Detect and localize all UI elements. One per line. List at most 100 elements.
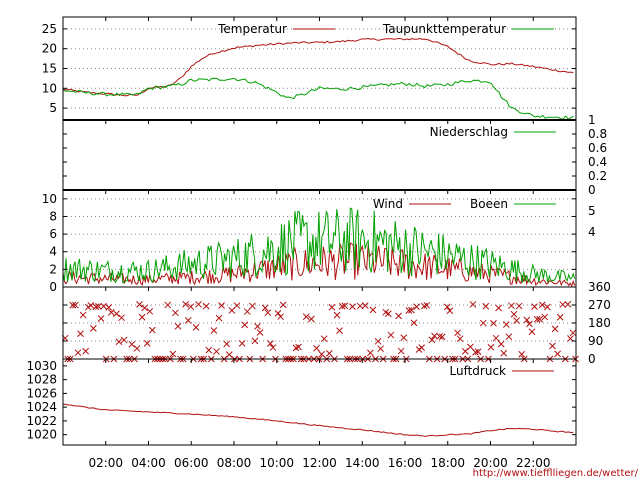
wind-direction-point [264,309,272,317]
wind-direction-point [279,301,287,309]
y-tick-label-right: 4 [588,225,596,239]
y-tick-label: 360 [588,280,611,294]
wind-direction-point [313,344,320,352]
wind-direction-point [515,302,523,310]
wind-direction-point [77,330,84,338]
wind-direction-point [138,313,146,321]
legend-label: Wind [373,197,403,211]
wind-direction-point [551,325,559,333]
series-wind [62,242,576,288]
y-tick-label: 1028 [26,373,57,387]
y-tick-label: 1026 [26,386,57,400]
wind-direction-point [254,323,261,330]
y-tick-label: 0.2 [588,169,607,183]
wind-direction-point [136,301,143,308]
wind-direction-point [146,307,154,315]
wind-direction-point [223,340,231,348]
x-tick-label: 22:00 [516,456,551,470]
wind-direction-point [418,344,426,351]
wind-direction-point [446,307,454,315]
wind-direction-point [120,336,128,344]
wind-direction-point [205,346,213,354]
wind-direction-point [482,302,490,310]
wind-direction-point [423,301,431,309]
wind-direction-point [118,314,125,322]
wind-direction-point [95,303,102,310]
x-tick-label: 12:00 [302,456,337,470]
wind-direction-point [541,313,549,321]
wind-direction-point [528,328,536,336]
wind-direction-point [277,313,284,321]
wind-direction-point [148,326,156,334]
y-tick-label: 1020 [26,428,57,442]
wind-direction-point [174,322,182,330]
wind-direction-point [115,338,123,346]
y-tick-label: 10 [42,81,57,95]
credit-link[interactable]: http://www.tiefflliegen.de/wetter/ [473,468,639,479]
y-tick-label: 1 [588,113,596,127]
wind-direction-point [243,308,251,315]
grid-layer [63,28,576,342]
wind-direction-point [295,343,302,351]
wind-direction-point [172,309,179,317]
y-tick-label: 8 [49,209,57,223]
wind-direction-point [269,344,277,351]
wind-direction-point [349,303,356,310]
wind-direction-point [474,348,482,356]
wind-direction-point [487,343,495,351]
series-taupunkt [62,77,574,120]
wind-direction-point [559,301,567,308]
x-tick-label: 02:00 [88,456,123,470]
wind-direction-point [225,351,233,359]
y-tick-label: 0 [49,280,57,294]
wind-direction-point [502,321,510,328]
x-tick-label: 14:00 [345,456,380,470]
wind-direction-point [320,335,328,343]
wind-direction-point [361,302,369,309]
wind-direction-point [141,304,149,312]
x-tick-label: 18:00 [430,456,465,470]
wind-direction-point [249,302,256,310]
wind-direction-point [569,329,577,337]
wind-direction-point [333,311,341,319]
tick-layer: 51015202500.20.40.60.8102468100901802703… [26,17,611,470]
wind-direction-point [549,342,556,350]
wind-direction-point [469,301,477,308]
wind-direction-point [497,340,505,348]
wind-direction-point [169,350,177,358]
legend-label: Taupunkttemperatur [382,22,506,36]
wind-direction-point [533,315,541,323]
wind-direction-point [164,301,172,309]
wind-direction-point [556,313,564,321]
wind-direction-point [456,335,464,343]
wind-direction-point [182,300,190,308]
wind-direction-point [495,304,502,312]
series-luftdruck [62,403,574,437]
wind-direction-point [218,302,225,309]
wind-direction-point [531,303,538,310]
wind-direction-point [377,345,384,353]
wind-direction-point [256,329,264,336]
wind-direction-point [384,310,392,318]
wind-direction-point [428,336,436,344]
wind-direction-point [133,345,141,352]
wind-direction-point [266,340,274,347]
wind-direction-point [328,303,336,311]
x-tick-label: 16:00 [388,456,423,470]
wind-direction-point [508,302,515,310]
wind-direction-point [74,349,82,357]
wind-direction-point [113,310,120,318]
wind-direction-point [408,306,415,314]
wind-direction-point [338,302,346,310]
wind-direction-point [413,303,420,311]
wind-direction-point [202,302,210,310]
wind-direction-point [195,300,202,308]
wind-direction-point [467,343,474,351]
wind-direction-point [261,304,269,312]
y-tick-label: 270 [588,298,611,312]
wind-direction-point [387,331,395,339]
wind-direction-point [192,324,200,331]
legend-label: Temperatur [217,22,287,36]
wind-direction-point [544,303,551,311]
